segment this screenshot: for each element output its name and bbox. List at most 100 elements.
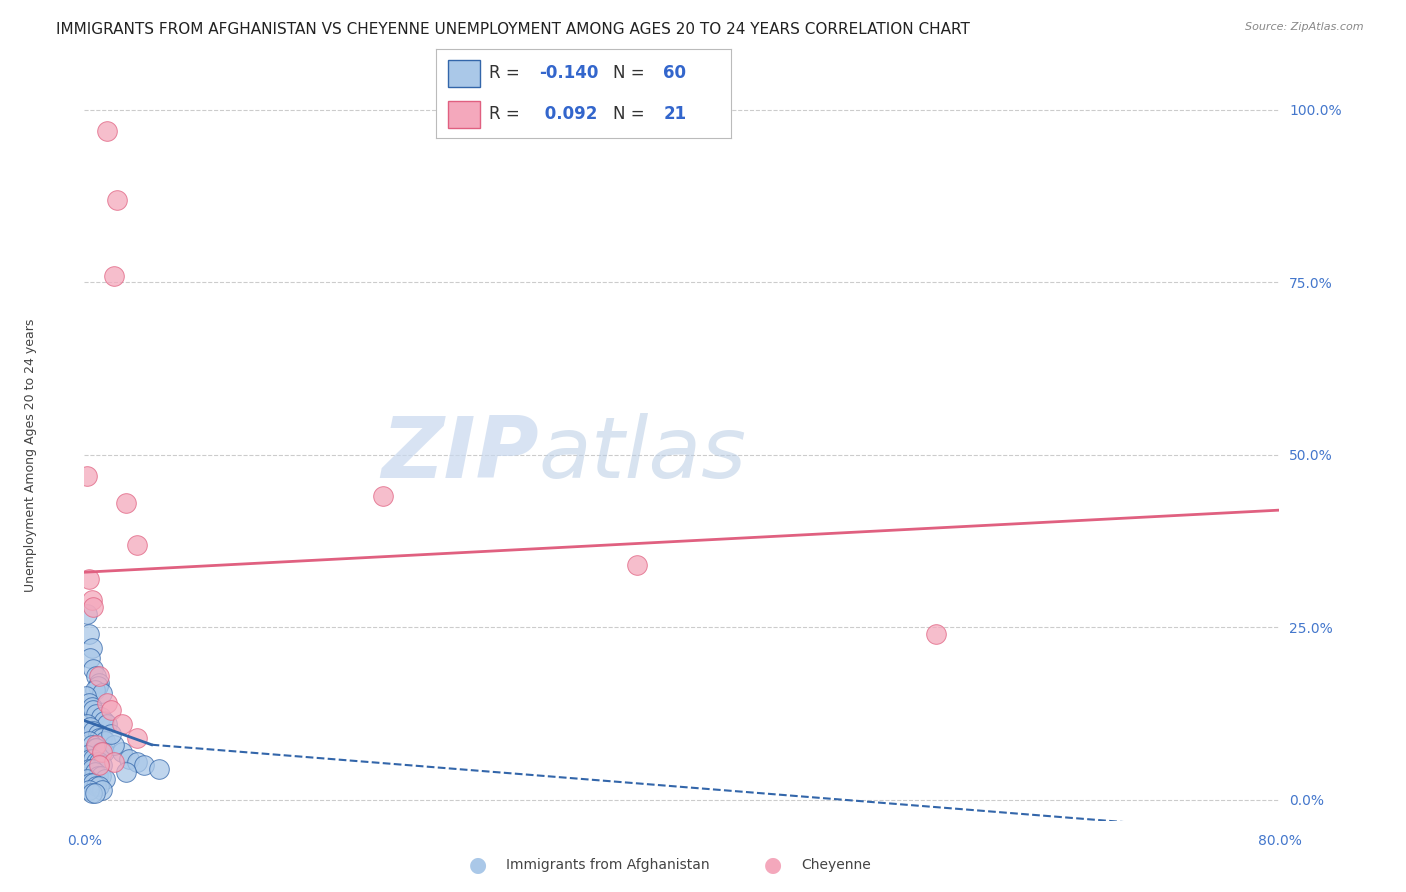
Point: [89, 758, 111, 772]
Text: N =: N =: [613, 64, 650, 82]
Point: [86, 706, 108, 721]
Point: [89, 779, 111, 793]
Point: [103, 268, 125, 283]
Point: [82, 775, 104, 789]
Point: [96, 696, 118, 710]
Point: [79, 651, 101, 665]
Point: [115, 496, 138, 510]
Point: [91, 686, 114, 700]
Text: Immigrants from Afghanistan: Immigrants from Afghanistan: [506, 858, 710, 872]
Point: [86, 669, 108, 683]
Point: [90, 710, 112, 724]
Point: [148, 762, 170, 776]
Bar: [447, 60, 481, 87]
Point: [89, 675, 111, 690]
Point: [96, 123, 118, 137]
Point: [115, 765, 138, 780]
Point: [94, 772, 117, 787]
Point: [90, 745, 112, 759]
Bar: [447, 101, 481, 128]
Point: [91, 745, 114, 759]
Point: [91, 782, 114, 797]
Point: [77, 696, 100, 710]
Text: ●: ●: [470, 855, 486, 875]
Text: R =: R =: [489, 105, 524, 123]
Point: [76, 772, 98, 787]
Point: [75, 690, 97, 704]
Point: [82, 662, 104, 676]
Point: [77, 572, 100, 586]
Point: [87, 769, 110, 783]
Point: [83, 765, 105, 780]
Point: [79, 775, 101, 789]
Point: [125, 538, 148, 552]
Text: N =: N =: [613, 105, 650, 123]
Point: [82, 723, 104, 738]
Point: [77, 627, 100, 641]
Point: [91, 758, 114, 772]
Point: [77, 782, 100, 797]
Point: [76, 748, 98, 763]
Point: [80, 786, 103, 800]
Point: [91, 731, 114, 745]
Point: [626, 558, 648, 573]
Point: [89, 731, 111, 745]
Point: [83, 786, 105, 800]
Text: 60: 60: [664, 64, 686, 82]
Point: [93, 745, 115, 759]
Text: IMMIGRANTS FROM AFGHANISTAN VS CHEYENNE UNEMPLOYMENT AMONG AGES 20 TO 24 YEARS C: IMMIGRANTS FROM AFGHANISTAN VS CHEYENNE …: [56, 22, 970, 37]
Point: [925, 627, 948, 641]
Text: Source: ZipAtlas.com: Source: ZipAtlas.com: [1246, 22, 1364, 32]
Point: [76, 717, 98, 731]
Point: [86, 779, 108, 793]
Point: [79, 721, 101, 735]
Point: [90, 769, 112, 783]
Point: [80, 641, 103, 656]
Point: [83, 741, 105, 756]
Text: Unemployment Among Ages 20 to 24 years: Unemployment Among Ages 20 to 24 years: [24, 318, 37, 591]
Point: [79, 751, 101, 765]
Point: [80, 592, 103, 607]
Point: [82, 703, 104, 717]
Text: atlas: atlas: [538, 413, 747, 497]
Point: [77, 762, 100, 776]
Point: [80, 738, 103, 752]
Point: [96, 717, 118, 731]
Point: [87, 679, 110, 693]
Text: 21: 21: [664, 105, 686, 123]
Point: [100, 703, 122, 717]
Point: [86, 755, 108, 769]
Point: [105, 193, 128, 207]
Point: [111, 717, 134, 731]
Point: [371, 489, 394, 503]
Point: [125, 731, 148, 745]
Point: [82, 599, 104, 614]
Point: [100, 727, 122, 741]
Point: [86, 741, 108, 756]
Text: ZIP: ZIP: [381, 413, 538, 497]
Point: [77, 734, 100, 748]
Point: [103, 755, 125, 769]
Point: [132, 758, 156, 772]
Point: [82, 751, 104, 765]
Point: [83, 682, 105, 697]
Text: 0.0%: 0.0%: [67, 834, 101, 848]
Point: [80, 762, 103, 776]
Text: R =: R =: [489, 64, 524, 82]
Text: ●: ●: [765, 855, 782, 875]
Point: [103, 738, 125, 752]
Text: Cheyenne: Cheyenne: [801, 858, 872, 872]
Point: [94, 734, 117, 748]
Point: [80, 699, 103, 714]
Text: -0.140: -0.140: [540, 64, 599, 82]
Point: [76, 468, 98, 483]
Point: [89, 669, 111, 683]
Point: [76, 607, 98, 621]
Text: 80.0%: 80.0%: [1257, 834, 1302, 848]
Point: [118, 751, 141, 765]
Point: [111, 745, 134, 759]
Text: 0.092: 0.092: [540, 105, 598, 123]
Point: [87, 727, 110, 741]
Point: [89, 755, 111, 769]
Point: [93, 714, 115, 728]
